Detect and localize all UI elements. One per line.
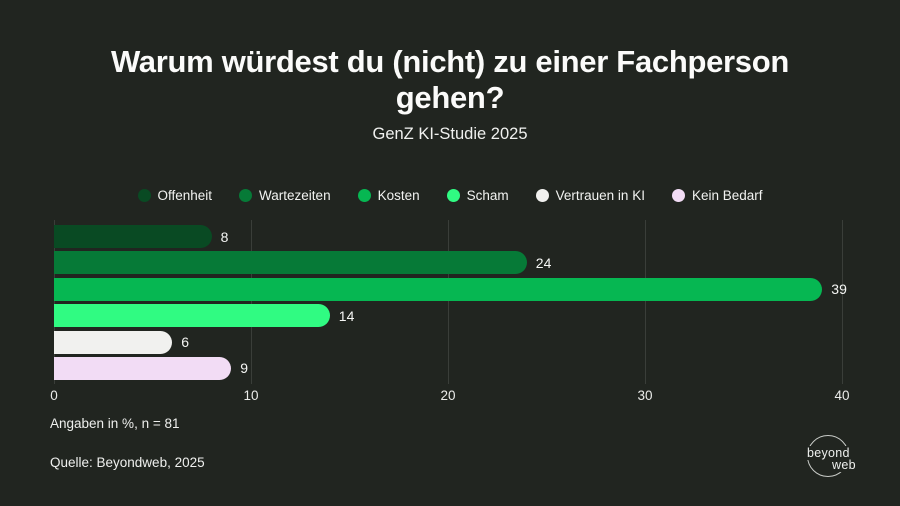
bar-kein-bedarf [54,356,232,380]
source-credit: Quelle: Beyondweb, 2025 [50,455,205,470]
logo-text-web: web [831,458,857,472]
x-tick-label: 10 [243,388,259,403]
chart-title: Warum würdest du (nicht) zu einer Fachpe… [110,44,790,115]
legend-item-vertrauen-in-ki: Vertrauen in KI [535,187,645,203]
legend-dot-icon [357,188,371,202]
bar-offenheit [54,225,212,248]
bar-scham [54,304,330,328]
legend-item-kosten: Kosten [357,187,420,203]
bar-wartezeiten [54,251,527,275]
bar-chart: 8 24 39 14 6 9 0 10 20 30 40 [50,220,850,420]
bar-row-kosten: 39 [54,277,847,301]
x-tick-label: 0 [50,388,58,403]
legend-label: Kein Bedarf [691,187,763,203]
bar-row-offenheit: 8 [54,225,842,248]
bar-kosten [54,277,823,301]
beyondweb-logo: beyond web [800,433,870,485]
bar-rows: 8 24 39 14 6 9 [54,225,847,383]
legend-dot-icon [239,188,253,202]
bar-row-kein-bedarf: 9 [54,356,842,380]
legend-label: Kosten [377,187,420,203]
bar-value-label: 8 [220,228,229,245]
chart-subtitle: GenZ KI-Studie 2025 [372,124,528,143]
gridline [54,220,55,384]
logo-text-beyond: beyond [806,446,851,460]
x-tick-label: 40 [834,388,850,403]
legend: Offenheit Wartezeiten Kosten Scham Vertrauen… [0,188,900,203]
bar-value-label: 9 [240,360,249,377]
legend-item-scham: Scham [446,187,509,203]
bar-row-vertrauen-in-ki: 6 [54,330,842,354]
gridline [448,220,449,384]
bar-value-label: 6 [181,334,189,351]
bar-row-wartezeiten: 24 [54,251,842,275]
legend-dot-icon [446,188,460,202]
bar-vertrauen-in-ki [54,330,173,354]
legend-dot-icon [671,188,685,202]
legend-dot-icon [137,188,151,202]
legend-label: Vertrauen in KI [555,187,645,203]
bar-value-label: 24 [535,254,552,271]
legend-label: Scham [466,187,509,203]
bar-value-label: 14 [338,307,355,324]
gridline [842,220,843,384]
gridline [645,220,646,384]
legend-item-wartezeiten: Wartezeiten [239,188,331,203]
legend-item-kein-bedarf: Kein Bedarf [671,187,763,203]
gridline [251,220,252,384]
footnote-sample-size: Angaben in %, n = 81 [50,416,180,431]
legend-label: Wartezeiten [259,187,331,203]
bar-row-scham: 14 [54,304,842,328]
x-tick-label: 30 [637,388,653,403]
legend-dot-icon [535,188,549,202]
legend-label: Offenheit [157,187,213,203]
bar-value-label: 39 [831,281,847,298]
legend-item-offenheit: Offenheit [137,187,213,203]
x-tick-label: 20 [440,388,456,403]
